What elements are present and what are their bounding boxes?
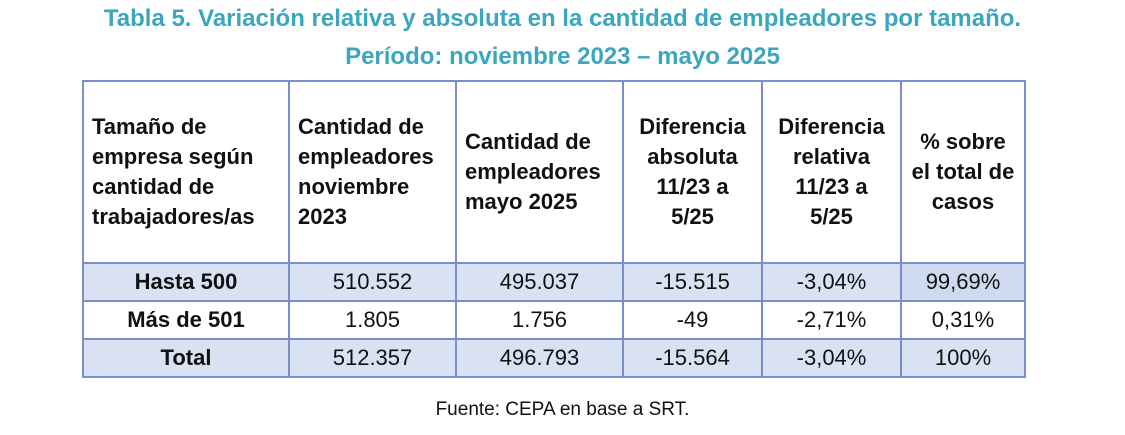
- table-row: Más de 501 1.805 1.756 -49 -2,71% 0,31%: [82, 300, 1026, 340]
- table-title: Tabla 5. Variación relativa y absoluta e…: [103, 5, 1022, 32]
- header-employers-nov-2023: Cantidad de empleadores noviembre 2023: [288, 80, 457, 264]
- cell-value: -2,71%: [761, 300, 902, 340]
- cell-value: -49: [622, 300, 763, 340]
- header-relative-difference: Diferencia relativa 11/23 a 5/25: [761, 80, 902, 264]
- cell-value: -3,04%: [761, 262, 902, 302]
- table-row: Hasta 500 510.552 495.037 -15.515 -3,04%…: [82, 262, 1026, 302]
- cell-value: 99,69%: [900, 262, 1026, 302]
- row-label: Hasta 500: [82, 262, 290, 302]
- cell-value: -3,04%: [761, 338, 902, 378]
- cell-value: 0,31%: [900, 300, 1026, 340]
- cell-value: 1.805: [288, 300, 457, 340]
- table-header-row: Tamaño de empresa según cantidad de trab…: [82, 80, 1026, 264]
- source-note: Fuente: CEPA en base a SRT.: [435, 399, 690, 420]
- cell-value: 1.756: [455, 300, 624, 340]
- header-absolute-difference: Diferencia absoluta 11/23 a 5/25: [622, 80, 763, 264]
- row-label: Más de 501: [82, 300, 290, 340]
- cell-value: -15.564: [622, 338, 763, 378]
- header-percent-total: % sobre el total de casos: [900, 80, 1026, 264]
- header-employers-may-2025: Cantidad de empleadores mayo 2025: [455, 80, 624, 264]
- cell-value: -15.515: [622, 262, 763, 302]
- cell-value: 512.357: [288, 338, 457, 378]
- header-company-size: Tamaño de empresa según cantidad de trab…: [82, 80, 290, 264]
- cell-value: 496.793: [455, 338, 624, 378]
- employers-table: Tamaño de empresa según cantidad de trab…: [82, 80, 1026, 378]
- table-subtitle: Período: noviembre 2023 – mayo 2025: [345, 43, 780, 70]
- cell-value: 510.552: [288, 262, 457, 302]
- table-row-total: Total 512.357 496.793 -15.564 -3,04% 100…: [82, 338, 1026, 378]
- cell-value: 495.037: [455, 262, 624, 302]
- row-label: Total: [82, 338, 290, 378]
- cell-value: 100%: [900, 338, 1026, 378]
